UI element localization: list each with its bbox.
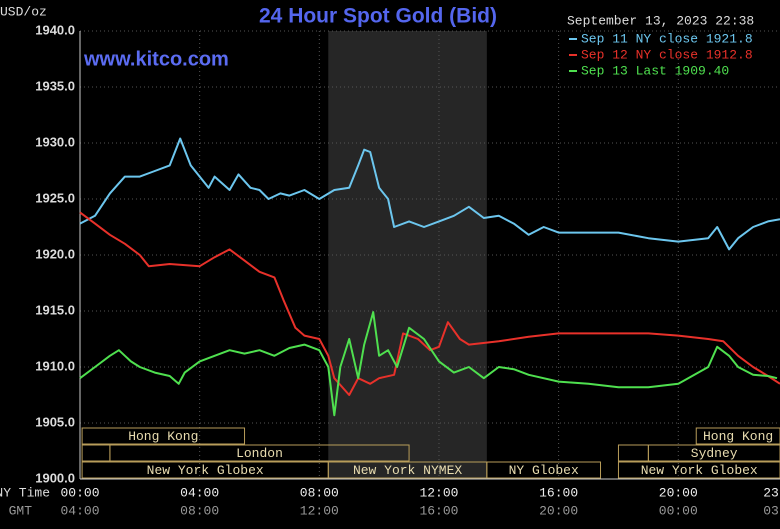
session-label: NY Globex xyxy=(509,463,579,478)
series-line xyxy=(79,311,778,417)
y-tick-label: 1920.0 xyxy=(35,246,75,261)
session-box xyxy=(81,444,111,462)
session-label: London xyxy=(236,446,283,461)
x2-tick-label: 00:00 xyxy=(659,503,698,518)
x-tick-label: 16:00 xyxy=(539,485,578,500)
x2-tick-label: 16:00 xyxy=(419,503,458,518)
x-axis-label: NY Time xyxy=(0,485,50,500)
y-tick-label: 1940.0 xyxy=(35,22,75,37)
y-axis-label: USD/oz xyxy=(0,4,47,19)
session-label: Hong Kong xyxy=(703,429,773,444)
x-tick-label: 00:00 xyxy=(60,485,99,500)
x-tick-label: 12:00 xyxy=(419,485,458,500)
session-label: New York Globex xyxy=(147,463,264,478)
y-tick-label: 1925.0 xyxy=(35,190,75,205)
x2-tick-label: 20:00 xyxy=(539,503,578,518)
x-tick-label: 20:00 xyxy=(659,485,698,500)
session-box xyxy=(109,444,410,462)
x2-axis-label: GMT xyxy=(9,503,33,518)
legend-label: Sep 12 NY close 1912.8 xyxy=(581,47,753,62)
chart-title: 24 Hour Spot Gold (Bid) xyxy=(259,5,497,28)
y-tick-label: 1900.0 xyxy=(35,470,75,485)
series-line xyxy=(79,137,780,251)
x2-tick-label: 04:00 xyxy=(60,503,99,518)
legend-label: Sep 11 NY close 1921.8 xyxy=(581,31,753,46)
session-label: New York Globex xyxy=(641,463,758,478)
y-tick-label: 1930.0 xyxy=(35,134,75,149)
session-label: Sydney xyxy=(691,446,738,461)
subtitle: www.kitco.com xyxy=(83,48,229,70)
y-tick-label: 1935.0 xyxy=(35,78,75,93)
x2-tick-label: 08:00 xyxy=(180,503,219,518)
y-tick-label: 1910.0 xyxy=(35,358,75,373)
session-label: New York NYMEX xyxy=(353,463,462,478)
x2-tick-label: 03 xyxy=(763,503,779,518)
session-box xyxy=(695,427,780,445)
session-box xyxy=(617,444,649,462)
session-label: Hong Kong xyxy=(128,429,198,444)
timestamp: September 13, 2023 22:38 xyxy=(567,13,754,28)
session-box xyxy=(486,461,602,479)
y-tick-label: 1915.0 xyxy=(35,302,75,317)
series-line xyxy=(79,211,780,396)
y-tick-label: 1905.0 xyxy=(35,414,75,429)
x-tick-label: 08:00 xyxy=(300,485,339,500)
session-box xyxy=(81,427,246,445)
x-tick-label: 04:00 xyxy=(180,485,219,500)
session-box xyxy=(647,444,780,462)
x-tick-label: 23 xyxy=(763,485,779,500)
x2-tick-label: 12:00 xyxy=(300,503,339,518)
session-box xyxy=(617,461,780,479)
legend-label: Sep 13 Last 1909.40 xyxy=(581,63,729,78)
